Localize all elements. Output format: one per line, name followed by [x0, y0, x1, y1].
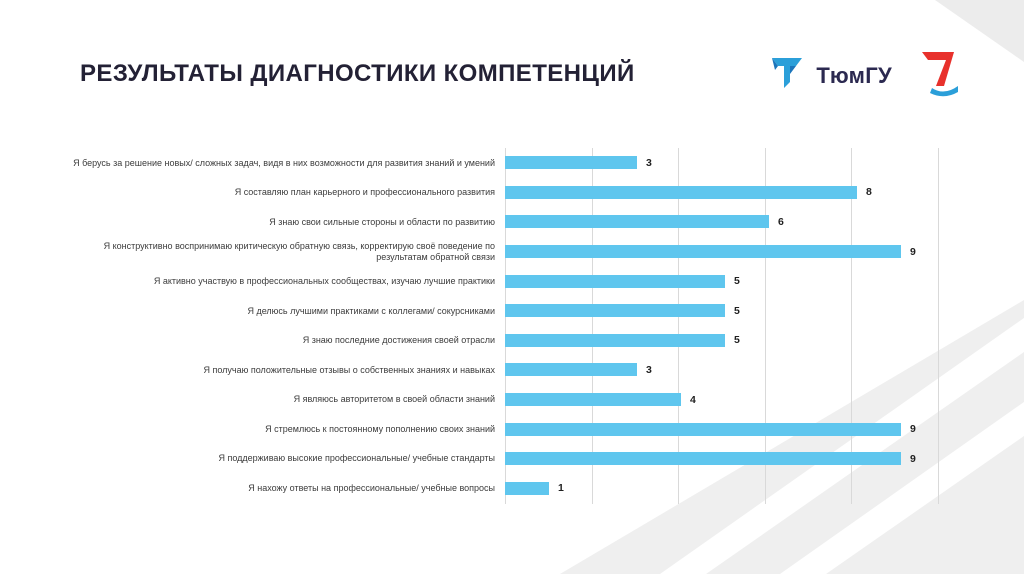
value-label: 9	[910, 423, 916, 436]
gridline	[505, 148, 506, 504]
bar	[505, 185, 857, 199]
chart-gridlines	[505, 148, 939, 504]
value-label: 5	[734, 334, 740, 347]
chart-row: Я поддерживаю высокие профессиональные/ …	[65, 444, 945, 474]
bar-area: 9	[505, 444, 945, 474]
chart-row: Я знаю последние достижения своей отрасл…	[65, 326, 945, 356]
bar-area: 3	[505, 148, 945, 178]
category-label: Я получаю положительные отзывы о собстве…	[203, 364, 495, 375]
gridline	[678, 148, 680, 504]
bar	[505, 333, 725, 347]
bar	[505, 452, 901, 466]
watermark-stripe	[660, 318, 1024, 574]
gridline	[764, 148, 766, 504]
bar-area: 9	[505, 237, 945, 267]
category-label: Я стремлюсь к постоянному пополнению сво…	[265, 423, 495, 434]
value-label: 3	[646, 156, 652, 169]
bar-area: 1	[505, 474, 945, 504]
bar	[505, 245, 901, 259]
chart-row: Я делюсь лучшими практиками с коллегами/…	[65, 296, 945, 326]
category-label: Я активно участвую в профессиональных со…	[153, 275, 495, 286]
secondary-logo-icon	[914, 52, 966, 102]
bar-area: 5	[505, 326, 945, 356]
bar-area: 4	[505, 385, 945, 415]
bar	[505, 393, 681, 407]
chart-row: Я стремлюсь к постоянному пополнению сво…	[65, 414, 945, 444]
gridline	[851, 148, 853, 504]
value-label: 5	[734, 275, 740, 288]
value-label: 1	[558, 482, 564, 495]
chart-row: Я активно участвую в профессиональных со…	[65, 266, 945, 296]
value-label: 4	[690, 393, 696, 406]
category-label: Я конструктивно воспринимаю критическую …	[103, 241, 495, 262]
bar-area: 3	[505, 355, 945, 385]
bar	[505, 274, 725, 288]
bar	[505, 363, 637, 377]
category-label: Я составляю план карьерного и профессион…	[234, 187, 495, 198]
chart-row: Я составляю план карьерного и профессион…	[65, 178, 945, 208]
value-label: 8	[866, 186, 872, 199]
bar-chart: Я берусь за решение новых/ сложных задач…	[65, 148, 945, 506]
chart-row: Я берусь за решение новых/ сложных задач…	[65, 148, 945, 178]
category-label: Я делюсь лучшими практиками с коллегами/…	[247, 305, 495, 316]
utmn-logo-text: ТюмГУ	[816, 62, 892, 88]
bar-area: 5	[505, 266, 945, 296]
category-label: Я поддерживаю высокие профессиональные/ …	[218, 453, 495, 464]
chart-row: Я нахожу ответы на профессиональные/ уче…	[65, 474, 945, 504]
watermark-stripe	[780, 402, 1024, 574]
chart-row: Я знаю свои сильные стороны и области по…	[65, 207, 945, 237]
chart-row: Я получаю положительные отзывы о собстве…	[65, 355, 945, 385]
slide-title: РЕЗУЛЬТАТЫ ДИАГНОСТИКИ КОМПЕТЕНЦИЙ	[80, 60, 635, 87]
utmn-logo: ТюмГУ	[766, 52, 892, 99]
chart-rows: Я берусь за решение новых/ сложных задач…	[65, 148, 945, 503]
category-label: Я являюсь авторитетом в своей области зн…	[293, 394, 495, 405]
chart-row: Я конструктивно воспринимаю критическую …	[65, 237, 945, 267]
bar-area: 9	[505, 414, 945, 444]
value-label: 3	[646, 363, 652, 376]
value-label: 9	[910, 245, 916, 258]
chart-row: Я являюсь авторитетом в своей области зн…	[65, 385, 945, 415]
gridline	[591, 148, 593, 504]
watermark-corner-triangle	[935, 0, 1024, 62]
bar-area: 5	[505, 296, 945, 326]
logo-area: ТюмГУ	[766, 48, 966, 103]
bar-area: 8	[505, 178, 945, 208]
value-label: 6	[778, 215, 784, 228]
bar-area: 6	[505, 207, 945, 237]
bar	[505, 304, 725, 318]
category-label: Я знаю последние достижения своей отрасл…	[302, 335, 495, 346]
category-label: Я нахожу ответы на профессиональные/ уче…	[248, 483, 495, 494]
category-label: Я знаю свои сильные стороны и области по…	[269, 216, 495, 227]
value-label: 9	[910, 452, 916, 465]
bar	[505, 156, 637, 170]
secondary-logo	[914, 48, 966, 103]
bar	[505, 422, 901, 436]
gridline	[938, 148, 939, 504]
bar	[505, 215, 769, 229]
value-label: 5	[734, 304, 740, 317]
utmn-logo-icon	[766, 52, 808, 99]
bar	[505, 481, 549, 495]
category-label: Я берусь за решение новых/ сложных задач…	[73, 157, 495, 168]
